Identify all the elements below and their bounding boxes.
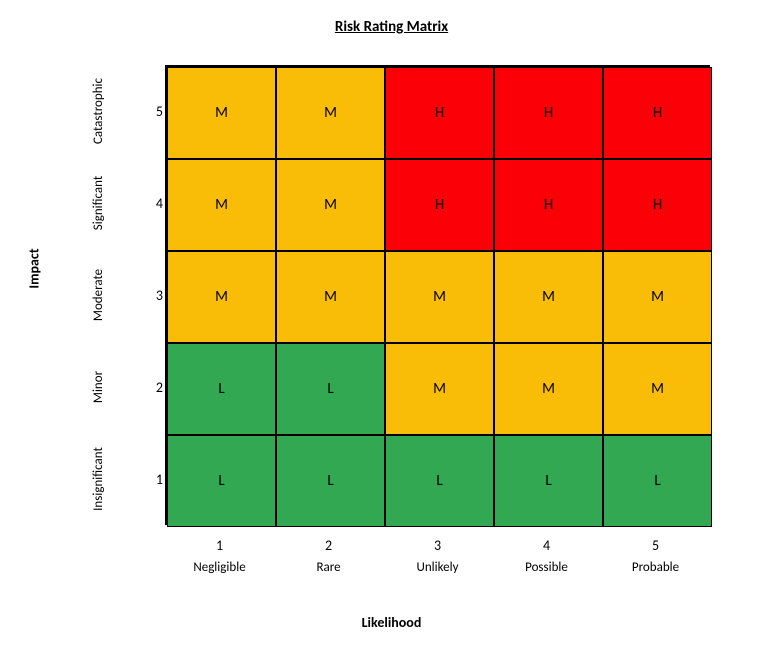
y-label: Moderate — [52, 255, 144, 335]
matrix-cell: L — [276, 343, 385, 435]
matrix-cell: M — [276, 67, 385, 159]
x-tick: 3 — [383, 533, 492, 554]
matrix-cell: H — [494, 67, 603, 159]
x-tick: 2 — [274, 533, 383, 554]
matrix-grid-wrap: MMHHHMMHHHMMMMMLLMMMLLLLL — [165, 65, 710, 525]
x-label: Negligible — [165, 560, 274, 580]
matrix-cell: H — [385, 67, 494, 159]
page-title: Risk Rating Matrix — [0, 18, 783, 36]
matrix-cell: M — [385, 343, 494, 435]
risk-matrix-page: Risk Rating Matrix Impact Catastrophic S… — [0, 0, 783, 649]
matrix-cell: M — [167, 251, 276, 343]
matrix-cell: M — [603, 251, 712, 343]
x-label: Rare — [274, 560, 383, 580]
y-tick: 1 — [145, 433, 163, 525]
x-label: Probable — [601, 560, 710, 580]
x-axis-category-labels: Negligible Rare Unlikely Possible Probab… — [165, 560, 710, 580]
matrix-cell: M — [167, 67, 276, 159]
matrix-cell: M — [494, 343, 603, 435]
matrix-cell: H — [494, 159, 603, 251]
matrix-cell: L — [603, 435, 712, 527]
x-tick: 5 — [601, 533, 710, 554]
x-axis-tick-values: 1 2 3 4 5 — [165, 533, 710, 553]
x-axis-title: Likelihood — [0, 614, 783, 631]
matrix-cell: L — [167, 343, 276, 435]
matrix-cell: L — [167, 435, 276, 527]
matrix-cell: L — [385, 435, 494, 527]
y-tick: 3 — [145, 249, 163, 341]
y-label: Insignificant — [52, 439, 144, 519]
y-label: Catastrophic — [52, 71, 144, 151]
matrix-cell: M — [167, 159, 276, 251]
y-label: Significant — [52, 163, 144, 243]
matrix-cell: M — [603, 343, 712, 435]
y-tick: 2 — [145, 341, 163, 433]
x-label: Unlikely — [383, 560, 492, 580]
x-tick: 1 — [165, 533, 274, 554]
matrix-cell: M — [276, 159, 385, 251]
x-tick: 4 — [492, 533, 601, 554]
matrix-cell: L — [276, 435, 385, 527]
y-tick: 5 — [145, 65, 163, 157]
y-axis-title: Impact — [26, 248, 43, 288]
matrix-cell: H — [385, 159, 494, 251]
matrix-cell: M — [276, 251, 385, 343]
y-tick: 4 — [145, 157, 163, 249]
x-label: Possible — [492, 560, 601, 580]
y-axis-tick-values: 5 4 3 2 1 — [145, 65, 163, 525]
matrix-cell: H — [603, 159, 712, 251]
matrix-grid: MMHHHMMHHHMMMMMLLMMMLLLLL — [165, 65, 710, 525]
y-label: Minor — [52, 347, 144, 427]
matrix-cell: L — [494, 435, 603, 527]
matrix-cell: M — [494, 251, 603, 343]
y-axis-category-labels: Catastrophic Significant Moderate Minor … — [58, 65, 138, 525]
matrix-cell: M — [385, 251, 494, 343]
matrix-cell: H — [603, 67, 712, 159]
